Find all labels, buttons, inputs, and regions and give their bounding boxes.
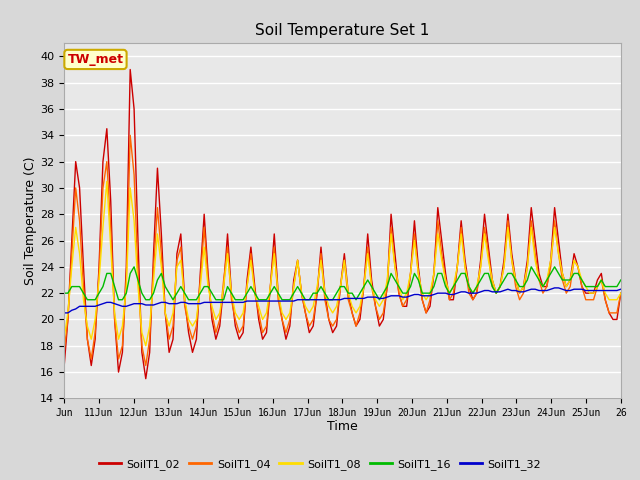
SoilT1_04 (617, 290, 625, 296)
SoilT1_04 (465, 290, 473, 296)
SoilT1_32 (516, 289, 524, 295)
X-axis label: Time: Time (327, 420, 358, 432)
SoilT1_08 (99, 225, 107, 230)
Text: TW_met: TW_met (67, 53, 124, 66)
SoilT1_08 (524, 264, 531, 270)
SoilT1_16 (103, 271, 111, 276)
Line: SoilT1_04: SoilT1_04 (64, 135, 621, 365)
SoilT1_02 (524, 257, 531, 263)
SoilT1_04 (142, 362, 150, 368)
SoilT1_16 (131, 264, 138, 270)
Y-axis label: Soil Temperature (C): Soil Temperature (C) (24, 156, 37, 285)
SoilT1_32 (508, 288, 516, 293)
SoilT1_08 (142, 343, 150, 348)
SoilT1_16 (60, 290, 68, 296)
SoilT1_16 (150, 290, 157, 296)
SoilT1_08 (465, 284, 473, 289)
SoilT1_16 (465, 284, 473, 289)
SoilT1_02 (126, 67, 134, 72)
Line: SoilT1_16: SoilT1_16 (64, 267, 621, 300)
SoilT1_02 (617, 290, 625, 296)
SoilT1_32 (142, 302, 150, 308)
SoilT1_02 (465, 284, 473, 289)
SoilT1_04 (239, 323, 247, 329)
Title: Soil Temperature Set 1: Soil Temperature Set 1 (255, 23, 429, 38)
SoilT1_08 (617, 290, 625, 296)
SoilT1_16 (524, 277, 531, 283)
SoilT1_08 (239, 310, 247, 316)
Line: SoilT1_08: SoilT1_08 (64, 181, 621, 346)
SoilT1_08 (150, 277, 157, 283)
SoilT1_16 (617, 277, 625, 283)
SoilT1_32 (551, 285, 559, 291)
SoilT1_02 (239, 330, 247, 336)
Legend: SoilT1_02, SoilT1_04, SoilT1_08, SoilT1_16, SoilT1_32: SoilT1_02, SoilT1_04, SoilT1_08, SoilT1_… (94, 455, 546, 474)
SoilT1_04 (524, 264, 531, 270)
SoilT1_32 (60, 310, 68, 316)
SoilT1_02 (516, 290, 524, 296)
SoilT1_02 (142, 376, 150, 382)
SoilT1_32 (99, 301, 107, 307)
SoilT1_02 (99, 159, 107, 165)
SoilT1_32 (232, 300, 239, 305)
SoilT1_04 (516, 297, 524, 302)
SoilT1_08 (516, 290, 524, 296)
SoilT1_08 (60, 336, 68, 342)
SoilT1_02 (150, 251, 157, 257)
SoilT1_16 (516, 284, 524, 289)
SoilT1_32 (458, 289, 465, 295)
SoilT1_04 (99, 185, 107, 191)
SoilT1_04 (60, 349, 68, 355)
SoilT1_04 (150, 264, 157, 270)
Line: SoilT1_02: SoilT1_02 (64, 70, 621, 379)
Line: SoilT1_32: SoilT1_32 (64, 288, 621, 313)
SoilT1_08 (103, 179, 111, 184)
SoilT1_02 (60, 365, 68, 371)
SoilT1_16 (84, 297, 92, 302)
SoilT1_32 (617, 287, 625, 292)
SoilT1_16 (239, 297, 247, 302)
SoilT1_04 (126, 132, 134, 138)
